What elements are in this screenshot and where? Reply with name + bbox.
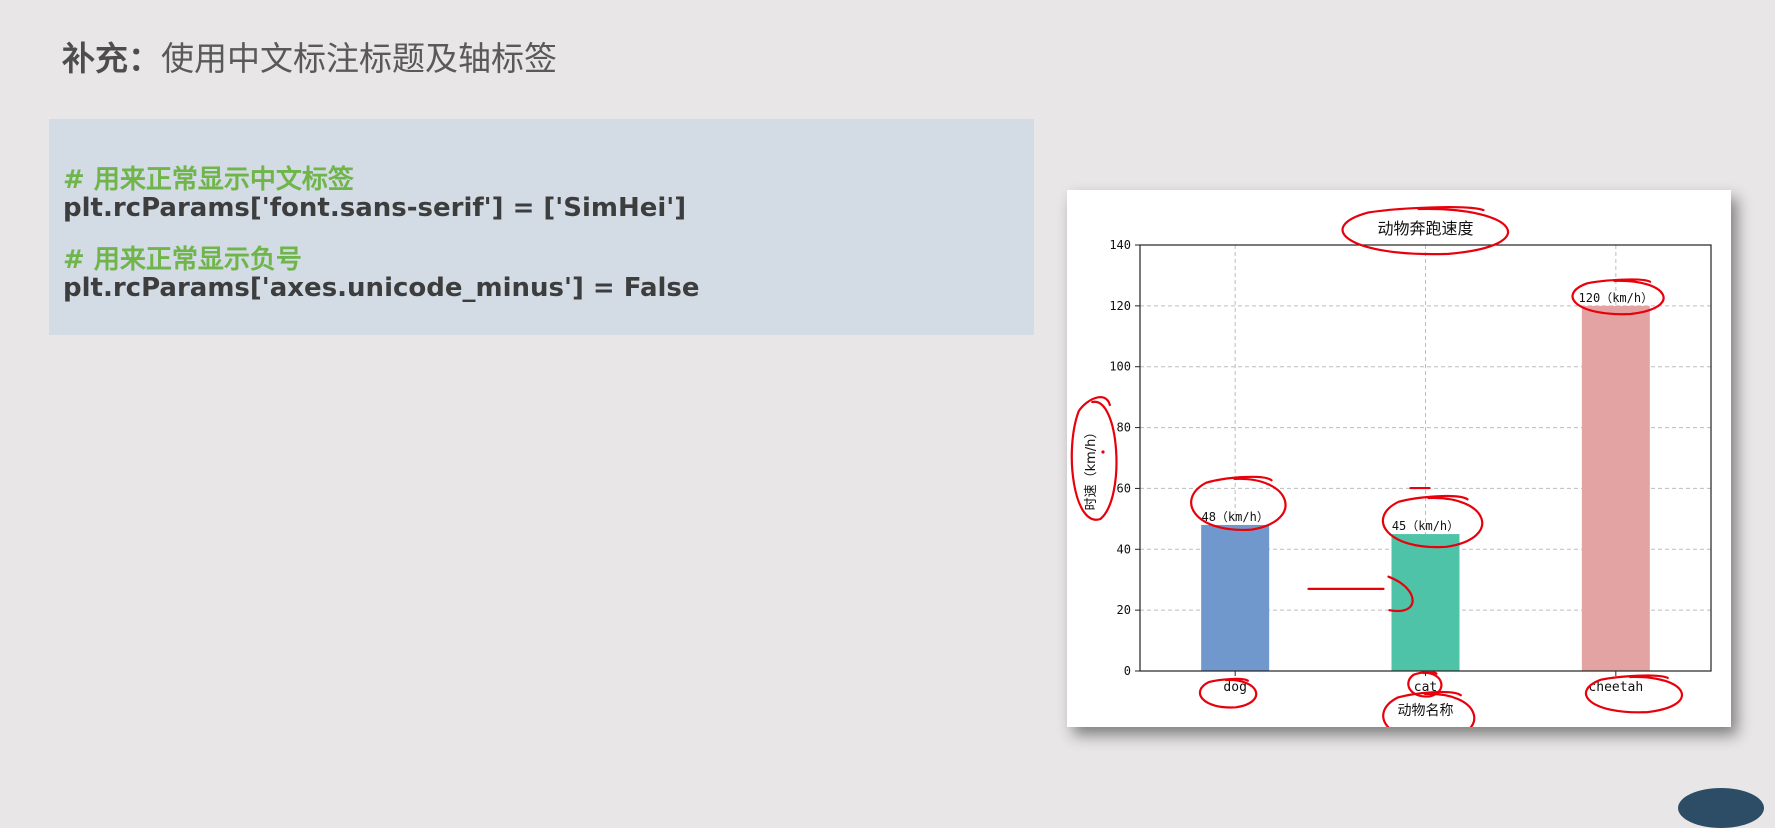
bar-cheetah [1581,305,1650,671]
x-tick-label-cheetah: cheetah [1588,680,1643,695]
annotation-circle-label-cheetah [1571,278,1665,316]
x-axis-label: 动物名称 [1398,703,1454,719]
bar-label-cat: 45（km/h） [1392,519,1459,533]
y-tick-label: 100 [1109,360,1131,374]
y-axis-label: 时速（km/h） [1084,426,1099,511]
bar-dog [1201,524,1270,671]
x-tick-label-cat: cat [1414,680,1437,695]
annotation-circle-ylabel [1070,396,1118,521]
chart-card: 0 20 40 60 80 100 120 140 dog cat cheetah 48（km/h） 4… [1067,190,1731,727]
annotation-circle-xtick-cat [1407,670,1443,698]
annotation-circle-xtick-cheetah [1584,674,1683,714]
code-line-minus-setting: plt.rcParams['axes.unicode_minus'] = Fal… [63,273,700,303]
annotation-circle-title [1341,206,1510,256]
code-line-font-setting: plt.rcParams['font.sans-serif'] = ['SimH… [63,193,687,223]
y-tick-label: 0 [1124,664,1131,678]
annotation-circle-label-cat [1381,494,1484,549]
slide-title-strong: 补充 [62,39,128,78]
y-tick-label: 60 [1117,481,1131,495]
bar-label-cheetah: 120（km/h） [1579,291,1654,305]
code-block: # 用来正常显示中文标签 plt.rcParams['font.sans-ser… [49,119,1034,335]
bar-label-dog: 48（km/h） [1201,510,1268,524]
y-tick-label: 80 [1117,421,1131,435]
slide-title-colon: ： [128,39,161,78]
bar-chart: 0 20 40 60 80 100 120 140 dog cat cheetah 48（km/h） 4… [1070,206,1712,727]
x-tick-label-dog: dog [1223,680,1246,695]
annotation-circle-xtick-dog [1198,677,1258,709]
slide-title-rest: 使用中文标注标题及轴标签 [161,39,557,78]
bar-cat [1391,534,1460,671]
y-tick-label: 140 [1109,238,1131,252]
corner-logo [1678,788,1764,828]
chart-title: 动物奔跑速度 [1377,219,1473,238]
annotation-circle-label-dog [1190,475,1287,531]
annotation-dot-ylabel [1101,450,1105,454]
y-tick-label: 40 [1117,542,1131,556]
slide-title: 补充：使用中文标注标题及轴标签 [62,32,557,80]
code-comment-minus-sign: # 用来正常显示负号 [63,245,302,275]
annotation-arrow-cat [1307,575,1414,613]
y-tick-label: 20 [1117,603,1131,617]
code-comment-chinese-labels: # 用来正常显示中文标签 [63,165,354,195]
y-tick-label: 120 [1109,299,1131,313]
annotation-circle-xlabel [1382,690,1476,727]
